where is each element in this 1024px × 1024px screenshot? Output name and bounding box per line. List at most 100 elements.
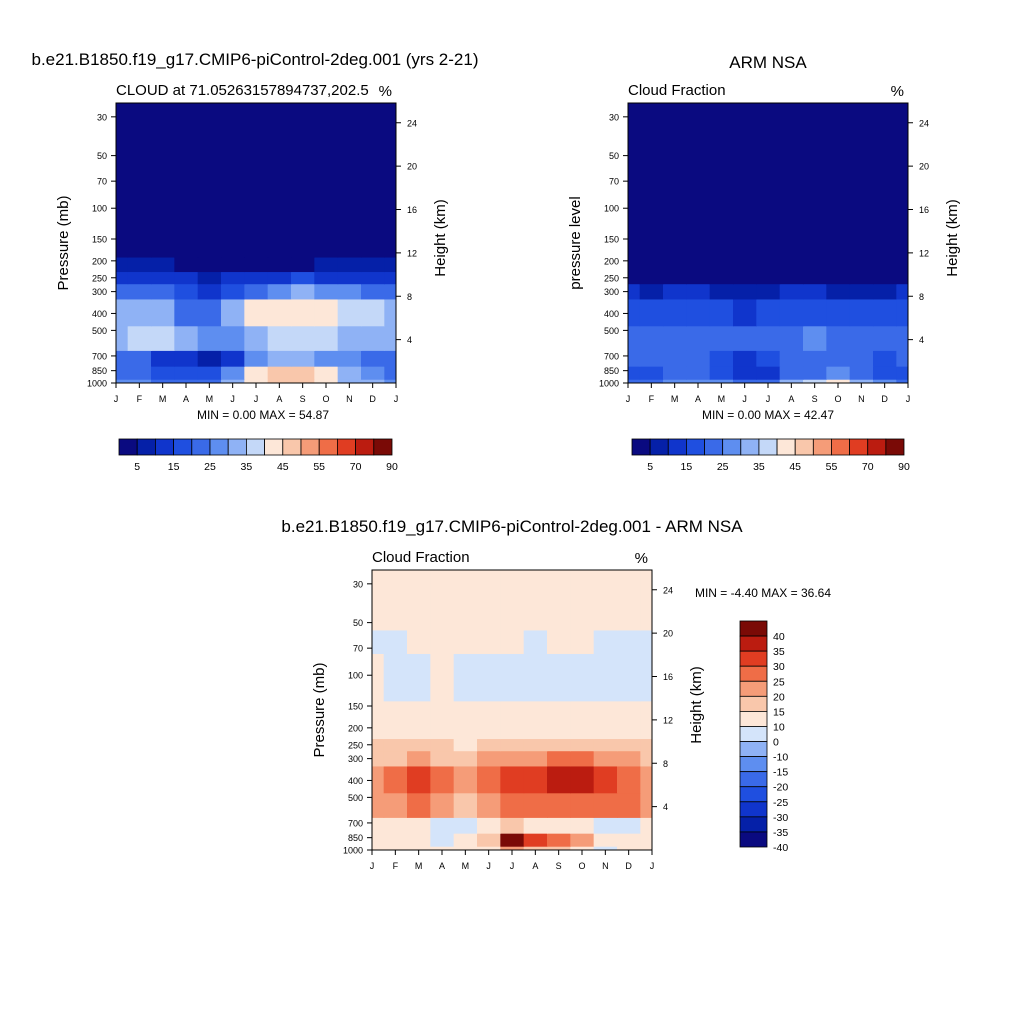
- field-cell: [430, 792, 455, 818]
- y-right-tick-label: 12: [663, 715, 673, 725]
- field-cell: [407, 700, 431, 740]
- field-cell: [628, 366, 641, 380]
- field-cell: [756, 350, 781, 367]
- colorbar-box: [704, 438, 724, 456]
- x-tick-label: J: [766, 394, 771, 404]
- y-right-tick-label: 4: [407, 335, 412, 345]
- field-cell: [383, 817, 408, 834]
- colorbar-label: 15: [168, 461, 180, 473]
- field-cell: [639, 298, 664, 327]
- field-cell: [337, 103, 362, 258]
- colorbar-box: [739, 635, 768, 652]
- field-cell: [221, 283, 245, 300]
- colorbar-label: 25: [773, 676, 785, 688]
- field-cell: [151, 298, 175, 327]
- colorbar-label: -20: [773, 782, 788, 794]
- colorbar-box: [173, 438, 193, 456]
- y-tick-label: 850: [92, 366, 107, 376]
- x-tick-label: N: [602, 861, 609, 871]
- colorbar-box: [667, 438, 687, 456]
- y-tick-label: 50: [353, 618, 363, 628]
- field-cell: [500, 833, 525, 847]
- plot-right-string: %: [891, 83, 904, 100]
- field-cell: [244, 271, 269, 285]
- colorbar-box: [318, 438, 338, 456]
- field-cell: [570, 817, 595, 834]
- field-cell: [267, 103, 292, 258]
- field-cell: [372, 792, 385, 818]
- field-cell: [826, 283, 851, 300]
- x-tick-label: N: [858, 394, 865, 404]
- field-cell: [407, 653, 431, 702]
- field-cell: [314, 271, 339, 285]
- field-cell: [372, 750, 385, 767]
- x-tick-label: M: [462, 861, 470, 871]
- field-cell: [640, 570, 652, 631]
- colorbar-label: 90: [898, 461, 910, 473]
- y-tick-label: 400: [92, 309, 107, 319]
- field-cell: [197, 350, 222, 367]
- field-cell: [593, 570, 618, 631]
- field-cell: [570, 738, 595, 752]
- colorbar-label: 10: [773, 721, 785, 733]
- colorbar-box: [154, 438, 174, 456]
- field-cell: [267, 325, 292, 351]
- y-tick-label: 500: [348, 793, 363, 803]
- field-cell: [686, 325, 711, 351]
- field-cell: [500, 765, 525, 794]
- colorbar-box: [739, 816, 768, 833]
- colorbar-label: 5: [647, 461, 653, 473]
- colorbar-box: [867, 438, 887, 456]
- field-cell: [849, 366, 874, 380]
- field-cell: [756, 366, 781, 380]
- colorbar-box: [631, 438, 651, 456]
- field-cell: [407, 846, 431, 850]
- y-tick-label: 300: [348, 754, 363, 764]
- field-cell: [640, 629, 652, 654]
- x-tick-label: M: [415, 861, 423, 871]
- colorbar-label: -30: [773, 812, 788, 824]
- y-right-tick-label: 12: [919, 248, 929, 258]
- field-cell: [547, 833, 571, 847]
- field-cell: [593, 700, 618, 740]
- field-cell: [523, 833, 548, 847]
- field-cell: [372, 700, 385, 740]
- field-cell: [453, 700, 478, 740]
- colorbar-box: [649, 438, 669, 456]
- field-cell: [372, 817, 385, 834]
- colorbar-box: [227, 438, 247, 456]
- colorbar-box: [245, 438, 265, 456]
- x-tick-label: J: [370, 861, 375, 871]
- field-cell: [803, 103, 827, 285]
- colorbar-box: [776, 438, 796, 456]
- y-tick-label: 200: [348, 723, 363, 733]
- field-cell: [407, 765, 431, 794]
- field-cell: [372, 570, 385, 631]
- field-cell: [453, 846, 478, 850]
- field-cell: [803, 350, 827, 367]
- field-cell: [896, 298, 908, 327]
- y-right-tick-label: 4: [663, 802, 668, 812]
- field-cell: [500, 738, 525, 752]
- field-cell: [244, 350, 269, 367]
- field-cell: [221, 325, 245, 351]
- field-cell: [547, 817, 571, 834]
- field-cell: [547, 738, 571, 752]
- colorbar-box: [739, 680, 768, 697]
- y-tick-label: 300: [92, 287, 107, 297]
- field-cell: [197, 379, 222, 383]
- colorbar-label: 45: [789, 461, 801, 473]
- field-cell: [244, 379, 269, 383]
- plot-left-string: Cloud Fraction: [372, 549, 470, 566]
- field-cell: [151, 325, 175, 351]
- y-tick-label: 50: [97, 151, 107, 161]
- y-tick-label: 200: [604, 256, 619, 266]
- colorbar-label: 35: [753, 461, 765, 473]
- colorbar-box: [739, 711, 768, 727]
- colorbar-box: [739, 695, 768, 712]
- field-cell: [570, 846, 595, 850]
- x-tick-label: A: [183, 394, 189, 404]
- colorbar-box: [336, 438, 356, 456]
- field-cell: [779, 350, 804, 367]
- field-cell: [640, 700, 652, 740]
